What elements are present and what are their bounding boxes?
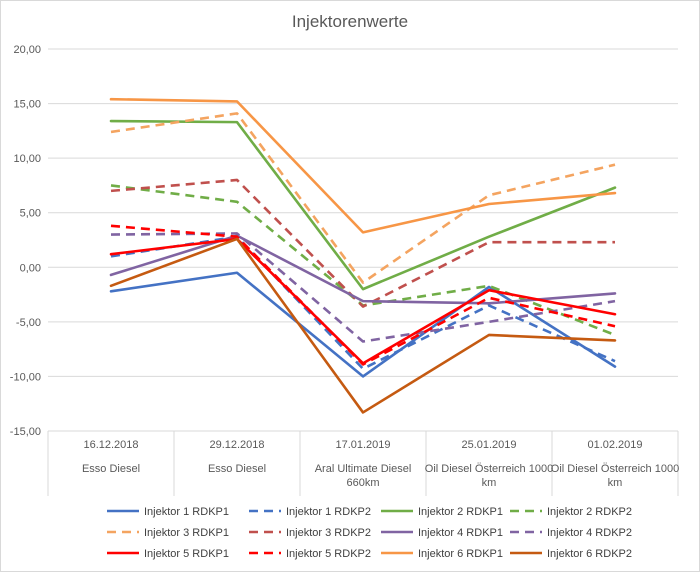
series-line-8 [110, 232, 616, 343]
x-category-label: 660km [346, 477, 379, 489]
y-tick-label: 15,00 [13, 99, 41, 111]
legend-entry: Injektor 6 RDKP2 [510, 548, 632, 560]
legend-entry: Injektor 6 RDKP1 [381, 548, 503, 560]
y-tick-label: 20,00 [13, 44, 41, 56]
legend-entry: Injektor 1 RDKP1 [107, 506, 229, 518]
x-category-label: 16.12.2018 [83, 439, 138, 451]
series-line-10 [110, 224, 616, 366]
legend-label: Injektor 6 RDKP1 [418, 548, 503, 560]
x-category-label: Oil Diesel Österreich 1000 [425, 463, 553, 475]
legend-entry: Injektor 3 RDKP1 [107, 527, 229, 539]
series-line-2 [110, 235, 616, 371]
series-line-5 [110, 112, 616, 284]
legend-label: Injektor 6 RDKP2 [547, 548, 632, 560]
series-line-12 [109, 237, 617, 414]
gridlines [48, 48, 678, 432]
x-category-label: 29.12.2018 [209, 439, 264, 451]
x-category-label: Oil Diesel Österreich 1000 [551, 463, 679, 475]
chart-title: Injektorenwerte [292, 12, 408, 31]
legend-entry: Injektor 1 RDKP2 [249, 506, 371, 518]
x-category-label: 01.02.2019 [587, 439, 642, 451]
legend: Injektor 1 RDKP1 Injektor 1 RDKP2 Injektor… [107, 506, 632, 560]
y-tick-label: 10,00 [13, 153, 41, 165]
series-line-1 [109, 271, 617, 378]
x-category-label: Esso Diesel [208, 463, 266, 475]
legend-label: Injektor 4 RDKP1 [418, 527, 503, 539]
legend-label: Injektor 3 RDKP2 [286, 527, 371, 539]
legend-entry: Injektor 2 RDKP2 [510, 506, 632, 518]
y-tick-label: 0,00 [20, 262, 41, 274]
series-line-11 [109, 97, 617, 234]
legend-label: Injektor 5 RDKP2 [286, 548, 371, 560]
legend-entry: Injektor 2 RDKP1 [381, 506, 503, 518]
axes: -15,00 -10,00 -5,00 0,00 5,00 10,00 15,00 20,00… [10, 44, 679, 496]
y-tick-label: -10,00 [10, 371, 41, 383]
legend-label: Injektor 2 RDKP2 [547, 506, 632, 518]
legend-entry: Injektor 4 RDKP2 [510, 527, 632, 539]
legend-label: Injektor 2 RDKP1 [418, 506, 503, 518]
x-category-label: km [608, 477, 623, 489]
legend-label: Injektor 1 RDKP2 [286, 506, 371, 518]
x-category-label: Esso Diesel [82, 463, 140, 475]
legend-label: Injektor 1 RDKP1 [144, 506, 229, 518]
x-category-label: km [482, 477, 497, 489]
x-category-label: Aral Ultimate Diesel [315, 463, 412, 475]
legend-entry: Injektor 3 RDKP2 [249, 527, 371, 539]
series-line-6 [110, 178, 615, 308]
legend-label: Injektor 5 RDKP1 [144, 548, 229, 560]
x-category-label: 17.01.2019 [335, 439, 390, 451]
series-line-7 [109, 234, 617, 305]
x-category-label: 25.01.2019 [461, 439, 516, 451]
legend-label: Injektor 3 RDKP1 [144, 527, 229, 539]
legend-entry: Injektor 5 RDKP2 [249, 548, 371, 560]
series-line-3 [109, 119, 617, 291]
legend-label: Injektor 4 RDKP2 [547, 527, 632, 539]
series-lines [109, 97, 617, 414]
legend-entry: Injektor 4 RDKP1 [381, 527, 503, 539]
y-tick-label: -5,00 [16, 317, 41, 329]
y-tick-label: 5,00 [20, 208, 41, 220]
legend-entry: Injektor 5 RDKP1 [107, 548, 229, 560]
y-tick-label: -15,00 [10, 426, 41, 438]
